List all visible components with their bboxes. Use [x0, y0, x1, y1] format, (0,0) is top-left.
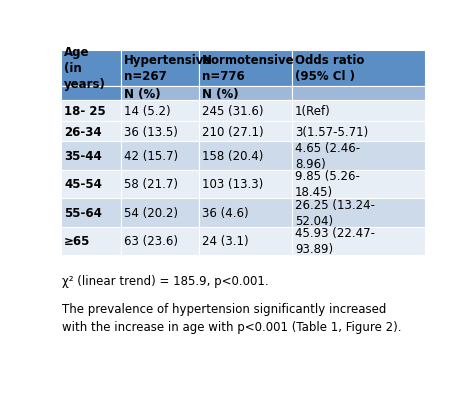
Text: The prevalence of hypertension significantly increased
with the increase in age : The prevalence of hypertension significa… [62, 303, 401, 333]
Text: 63 (23.6): 63 (23.6) [124, 235, 178, 248]
Text: 42 (15.7): 42 (15.7) [124, 150, 178, 163]
Bar [292, 142, 425, 170]
Text: 45-54: 45-54 [64, 178, 102, 191]
Text: 103 (13.3): 103 (13.3) [202, 178, 264, 191]
Text: Age
(in
years): Age (in years) [64, 46, 106, 91]
Bar [121, 199, 199, 227]
Text: 54 (20.2): 54 (20.2) [124, 207, 178, 219]
Text: 55-64: 55-64 [64, 207, 102, 219]
Text: N (%): N (%) [124, 88, 161, 101]
Bar [61, 87, 121, 101]
Bar [199, 51, 292, 87]
Text: Hypertensive
n=267: Hypertensive n=267 [124, 54, 212, 83]
Text: N (%): N (%) [202, 88, 239, 101]
Bar [61, 199, 121, 227]
Text: 24 (3.1): 24 (3.1) [202, 235, 249, 248]
Bar [121, 170, 199, 199]
Text: Normotensive
n=776: Normotensive n=776 [202, 54, 295, 83]
Bar [292, 101, 425, 121]
Bar [121, 87, 199, 101]
Text: 14 (5.2): 14 (5.2) [124, 105, 171, 118]
Bar [61, 170, 121, 199]
Bar [199, 227, 292, 255]
Bar [292, 87, 425, 101]
Bar [199, 87, 292, 101]
Text: 4.65 (2.46-
8.96): 4.65 (2.46- 8.96) [295, 142, 360, 171]
Text: 36 (13.5): 36 (13.5) [124, 125, 178, 138]
Bar [199, 101, 292, 121]
Bar [292, 227, 425, 255]
Text: 26.25 (13.24-
52.04): 26.25 (13.24- 52.04) [295, 198, 375, 227]
Text: 245 (31.6): 245 (31.6) [202, 105, 264, 118]
Text: 35-44: 35-44 [64, 150, 102, 163]
Text: Odds ratio
(95% Cl ): Odds ratio (95% Cl ) [295, 54, 365, 83]
Bar [292, 170, 425, 199]
Bar [61, 101, 121, 121]
Bar [199, 170, 292, 199]
Bar [61, 142, 121, 170]
Text: 18- 25: 18- 25 [64, 105, 106, 118]
Text: 210 (27.1): 210 (27.1) [202, 125, 264, 138]
Bar [121, 101, 199, 121]
Bar [292, 199, 425, 227]
Text: 26-34: 26-34 [64, 125, 101, 138]
Bar [121, 227, 199, 255]
Bar [292, 51, 425, 87]
Bar [199, 199, 292, 227]
Text: 58 (21.7): 58 (21.7) [124, 178, 178, 191]
Text: 9.85 (5.26-
18.45): 9.85 (5.26- 18.45) [295, 170, 360, 199]
Bar [121, 51, 199, 87]
Text: ≥65: ≥65 [64, 235, 91, 248]
Text: 1(Ref): 1(Ref) [295, 105, 331, 118]
Text: χ² (linear trend) = 185.9, p<0.001.: χ² (linear trend) = 185.9, p<0.001. [62, 274, 268, 287]
Text: 3(1.57-5.71): 3(1.57-5.71) [295, 125, 368, 138]
Text: 45.93 (22.47-
93.89): 45.93 (22.47- 93.89) [295, 227, 375, 256]
Bar [121, 121, 199, 142]
Bar [61, 51, 121, 87]
Bar [61, 227, 121, 255]
Bar [199, 121, 292, 142]
Bar [121, 142, 199, 170]
Text: 36 (4.6): 36 (4.6) [202, 207, 249, 219]
Bar [199, 142, 292, 170]
Bar [61, 121, 121, 142]
Bar [292, 121, 425, 142]
Text: 158 (20.4): 158 (20.4) [202, 150, 264, 163]
